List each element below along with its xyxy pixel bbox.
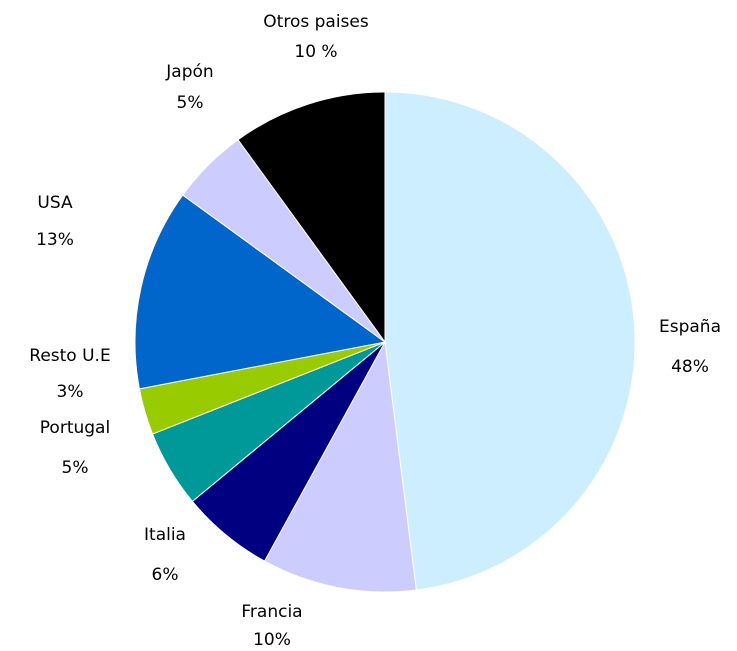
slice-value-label: 10% [253, 630, 291, 650]
slice-label: Otros paises [263, 12, 369, 32]
pie-slice [384, 91, 636, 591]
slice-label: Portugal [40, 418, 110, 438]
pie-slice [237, 91, 386, 344]
slice-value-label: 5% [177, 93, 204, 113]
slice-label: Italia [144, 525, 186, 545]
slice-label: Japón [165, 62, 213, 82]
slice-value-label: 5% [62, 458, 89, 478]
slice-label: España [659, 317, 721, 337]
slice-value-label: 10 % [294, 42, 337, 62]
slice-value-label: 6% [152, 565, 179, 585]
slice-value-label: 48% [671, 357, 709, 377]
pie-slice [263, 340, 417, 593]
slice-label: Francia [241, 602, 302, 622]
slice-label: USA [37, 193, 73, 213]
slice-value-label: 13% [36, 230, 74, 250]
slice-value-label: 3% [57, 382, 84, 402]
slice-label: Resto U.E [29, 346, 110, 366]
pie-slice [134, 194, 387, 390]
